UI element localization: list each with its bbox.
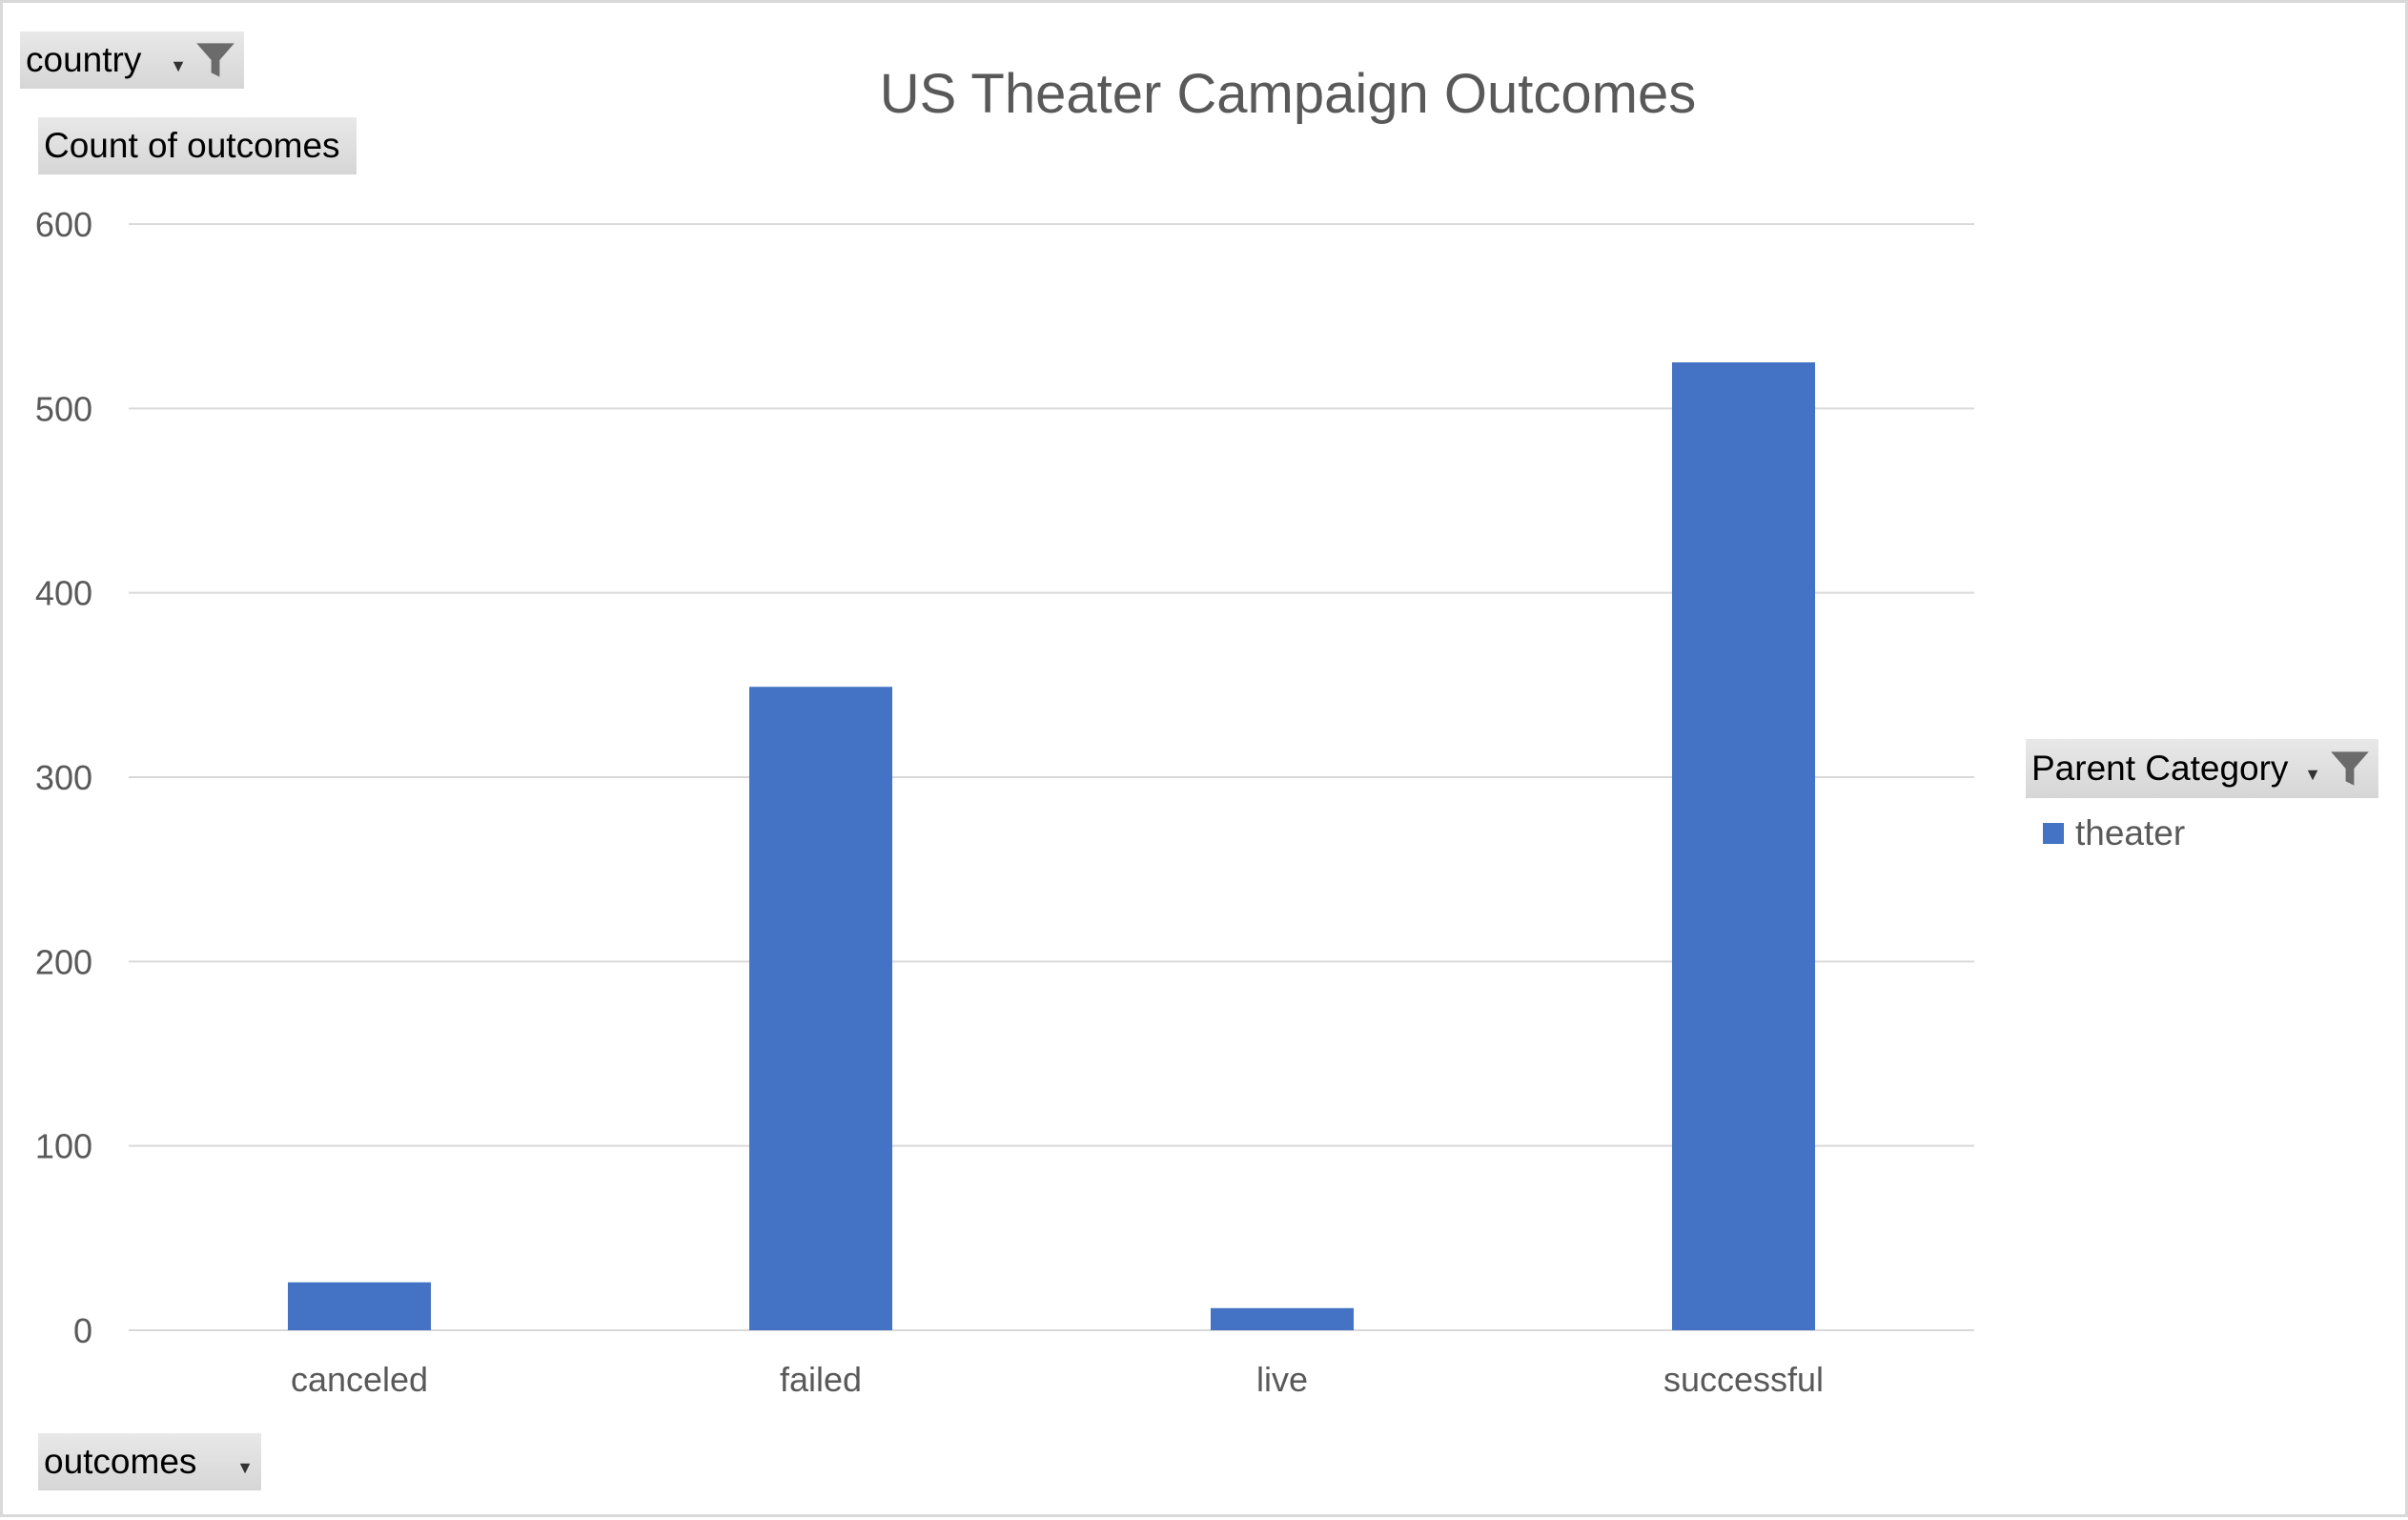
bar-successful[interactable] <box>1671 362 1816 1330</box>
legend-swatch <box>2043 823 2064 844</box>
dropdown-arrow-icon: ▼ <box>170 55 187 75</box>
axis-field-button[interactable]: outcomes ▼ <box>38 1433 261 1490</box>
dropdown-arrow-icon: ▼ <box>236 1457 254 1477</box>
legend-field-label: Parent Category <box>2031 749 2289 788</box>
value-field-label: Count of outcomes <box>44 126 340 165</box>
legend-entry: theater <box>2043 813 2185 853</box>
country-filter-label: country <box>26 40 142 79</box>
bar-failed[interactable] <box>748 687 893 1330</box>
value-field-button[interactable]: Count of outcomes <box>38 117 357 175</box>
y-tick-label: 400 <box>35 574 92 613</box>
bar-live[interactable] <box>1210 1307 1355 1330</box>
y-tick-label: 200 <box>35 942 92 981</box>
y-tick-label: 0 <box>73 1311 92 1350</box>
filter-icon <box>2331 751 2369 786</box>
dropdown-arrow-icon: ▼ <box>2304 764 2321 784</box>
x-tick-label: live <box>1256 1360 1308 1399</box>
y-tick-label: 100 <box>35 1127 92 1166</box>
legend-label: theater <box>2075 813 2186 852</box>
legend-field-button[interactable]: Parent Category ▼ <box>2026 739 2378 798</box>
x-tick-label: canceled <box>291 1360 428 1399</box>
chart-title: US Theater Campaign Outcomes <box>880 63 1696 125</box>
y-tick-label: 300 <box>35 758 92 797</box>
axis-field-label: outcomes <box>44 1442 197 1481</box>
bar-canceled[interactable] <box>287 1282 432 1330</box>
bar-chart: 0 100 200 300 400 500 600 canceled failed live su… <box>35 63 1974 1399</box>
x-tick-label: failed <box>780 1360 862 1399</box>
gridlines <box>129 223 1974 1331</box>
y-tick-label: 600 <box>35 205 92 244</box>
bars <box>287 362 1816 1330</box>
y-axis: 0 100 200 300 400 500 600 <box>35 205 92 1350</box>
x-axis: canceled failed live successful <box>291 1360 1824 1399</box>
y-tick-label: 500 <box>35 389 92 428</box>
country-filter-button[interactable]: country ▼ <box>20 31 244 89</box>
x-tick-label: successful <box>1663 1360 1824 1399</box>
filter-icon <box>196 43 235 77</box>
